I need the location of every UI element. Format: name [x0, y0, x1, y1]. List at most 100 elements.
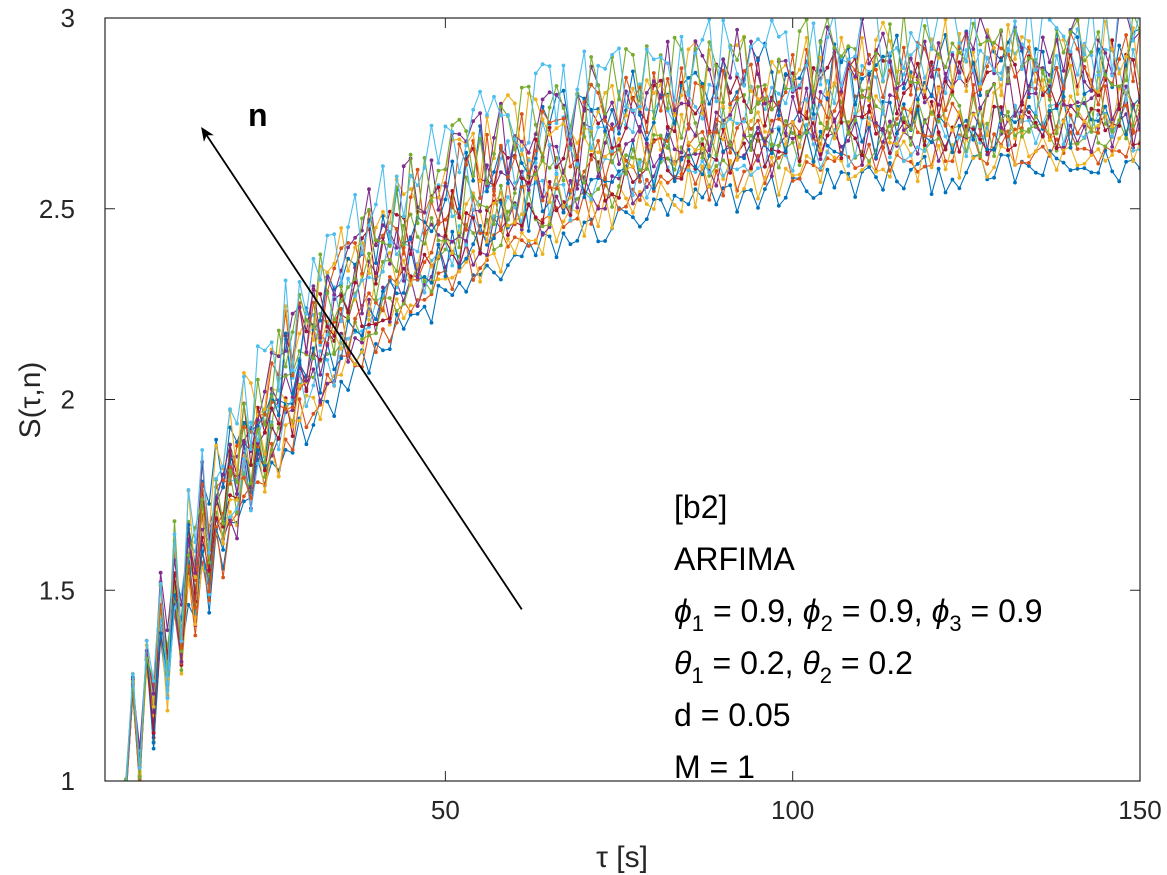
series-line [123, 18, 1140, 781]
data-point [394, 269, 399, 273]
data-point [499, 156, 503, 161]
data-point [728, 143, 733, 148]
data-point [707, 18, 712, 22]
data-point [749, 109, 753, 114]
data-point [596, 121, 601, 126]
data-point [1076, 11, 1080, 15]
data-point [825, 167, 830, 172]
data-point [1006, 66, 1010, 70]
data-point [526, 202, 531, 207]
series-line [125, 18, 1140, 781]
data-point [665, 146, 670, 150]
data-point [124, 784, 128, 788]
data-point [651, 91, 656, 95]
data-point [728, 101, 733, 106]
data-point [700, 164, 705, 169]
data-point [165, 708, 170, 713]
data-point [422, 231, 427, 235]
data-point [172, 532, 177, 537]
data-point [700, 100, 705, 104]
data-point [624, 158, 628, 163]
annotation-text: = 0.2, [704, 645, 803, 681]
data-point [193, 605, 198, 610]
data-point [519, 230, 524, 235]
data-point [936, 119, 941, 124]
data-point [276, 421, 281, 426]
data-point [429, 229, 434, 234]
data-point [499, 200, 503, 205]
data-point [825, 35, 830, 40]
data-point [367, 207, 371, 212]
data-point [908, 92, 913, 97]
data-point [881, 78, 885, 83]
data-point [776, 69, 781, 74]
data-point [804, 160, 809, 164]
data-point [540, 62, 545, 67]
data-point [749, 126, 753, 131]
data-point [353, 294, 357, 299]
data-point [638, 198, 642, 203]
data-point [304, 389, 309, 394]
data-point [1006, 79, 1010, 84]
data-point [387, 275, 392, 279]
data-point [992, 68, 996, 73]
data-point [332, 367, 337, 372]
data-point [512, 191, 517, 196]
data-point [769, 59, 774, 64]
data-point [763, 83, 767, 87]
y-tick-label: 1 [61, 766, 75, 796]
data-point [610, 52, 614, 57]
data-point [1061, 119, 1066, 124]
data-point [769, 85, 774, 90]
data-point [283, 437, 288, 442]
data-point [499, 113, 503, 118]
data-point [888, 124, 892, 128]
data-point [832, 149, 837, 154]
data-point [776, 57, 781, 62]
data-point [561, 121, 566, 126]
data-point [978, 137, 983, 142]
data-point [471, 249, 476, 254]
data-point [728, 45, 733, 50]
data-point [367, 223, 371, 228]
data-point [179, 602, 184, 607]
data-point [1117, 10, 1121, 14]
data-point [728, 113, 733, 117]
data-point [679, 136, 684, 140]
data-point [686, 93, 691, 98]
data-point [624, 171, 628, 176]
data-point [374, 300, 378, 305]
data-point [186, 523, 191, 528]
data-point [999, 46, 1003, 51]
data-point [596, 174, 601, 179]
data-point [262, 422, 267, 427]
data-point [506, 217, 510, 222]
annotation-subscript: 1 [691, 663, 703, 688]
data-point [874, 155, 878, 160]
data-point [381, 223, 385, 228]
data-point [922, 39, 927, 44]
data-point [346, 245, 350, 250]
data-point [554, 92, 559, 97]
data-point [1075, 166, 1080, 171]
data-point [1110, 38, 1115, 43]
data-point [769, 118, 774, 123]
data-point [853, 174, 858, 179]
data-point [429, 158, 434, 163]
data-point [596, 239, 601, 244]
data-point [422, 252, 427, 257]
data-point [367, 313, 371, 317]
data-point [353, 277, 357, 281]
data-point [818, 55, 823, 60]
data-point [700, 130, 705, 134]
data-point [506, 223, 510, 228]
data-point [526, 180, 531, 185]
data-point [235, 506, 239, 511]
data-point [318, 335, 323, 340]
data-point [763, 176, 767, 180]
data-point [186, 553, 191, 557]
data-point [644, 91, 649, 95]
annotation-text: = 0.9 [962, 593, 1043, 629]
data-point [1075, 47, 1080, 51]
data-point [401, 279, 406, 283]
